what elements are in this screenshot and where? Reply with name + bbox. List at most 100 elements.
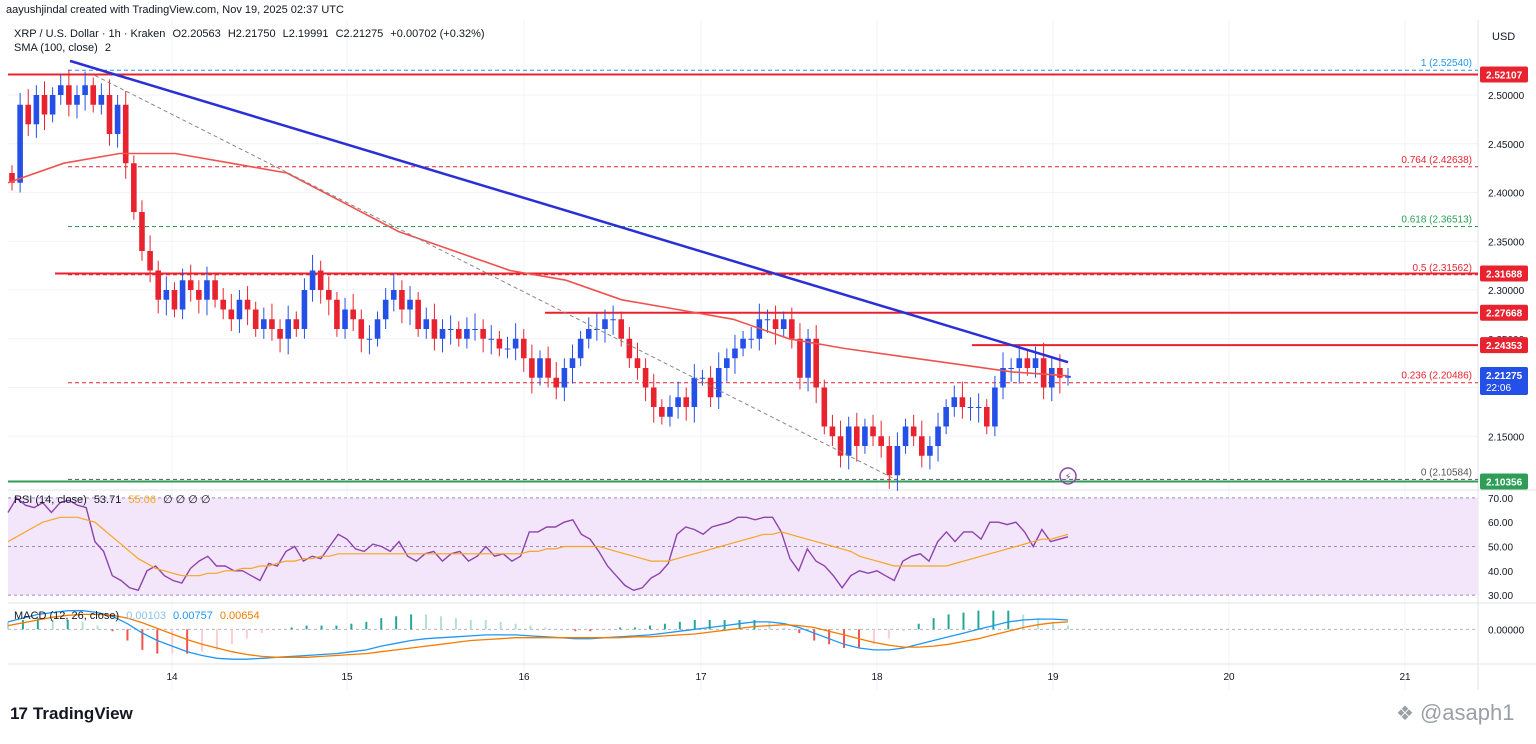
fib-level-label: 1 (2.52540) xyxy=(1421,58,1472,69)
candle-body xyxy=(9,173,15,183)
candle-body xyxy=(797,338,803,378)
candle xyxy=(366,325,373,355)
candle xyxy=(187,264,194,302)
candle-body xyxy=(512,338,519,349)
candle xyxy=(789,307,795,349)
candle xyxy=(626,327,633,368)
candle-body xyxy=(740,338,746,349)
candle xyxy=(131,155,137,220)
currency-label: USD xyxy=(1492,31,1515,43)
current-price-label: 2.21275 xyxy=(1486,371,1523,382)
ohlc-high: H2.21750 xyxy=(227,28,276,40)
candle-body xyxy=(975,407,982,408)
candle xyxy=(41,81,48,131)
candle-body xyxy=(407,299,413,310)
price-tick-label: 2.15000 xyxy=(1488,432,1525,443)
candle-body xyxy=(659,407,665,417)
rsi-label: RSI (14, close) xyxy=(14,494,87,506)
candle-body xyxy=(399,290,405,310)
trendlines: ⚡ xyxy=(69,59,1077,485)
candle xyxy=(269,303,275,341)
candle xyxy=(537,350,543,386)
candle xyxy=(9,165,15,191)
time-tick-label: 18 xyxy=(871,672,883,683)
candle-body xyxy=(667,407,673,417)
candle xyxy=(390,274,397,312)
candle-body xyxy=(951,397,958,407)
candle xyxy=(699,369,706,386)
candle xyxy=(520,329,527,372)
candle-body xyxy=(293,319,300,329)
candle-body xyxy=(813,338,819,388)
candle-body xyxy=(520,338,527,359)
candle-body xyxy=(553,377,560,388)
candle xyxy=(464,317,470,349)
candle-body xyxy=(569,358,576,368)
candle xyxy=(342,297,348,339)
macd-legend: MACD (12, 26, close) 0.00103 0.00757 0.0… xyxy=(14,610,264,622)
watermark-text: @asaph1 xyxy=(1419,700,1515,725)
watermark: ❖ @asaph1 xyxy=(1396,700,1514,726)
candle-body xyxy=(715,368,722,398)
candle-body xyxy=(41,95,48,115)
candle-body xyxy=(837,436,844,456)
price-axis[interactable]: USD 2.50000 2.45000 2.40000 2.35000 2.30000 2.… xyxy=(1480,31,1528,490)
alert-bolt-icon xyxy=(1059,467,1077,485)
candle xyxy=(1048,358,1055,402)
candles xyxy=(9,69,1071,491)
fib-level-label: 0 (2.10584) xyxy=(1421,467,1472,478)
candle xyxy=(309,254,316,302)
macd-line xyxy=(7,610,1069,660)
candle-body xyxy=(147,251,153,271)
candle-body xyxy=(423,319,430,329)
candle xyxy=(894,432,901,491)
candle xyxy=(927,436,933,470)
candle xyxy=(326,276,332,316)
candle xyxy=(967,397,974,421)
candle-body xyxy=(805,338,811,378)
candle-body xyxy=(862,426,868,446)
sma-100-line xyxy=(7,152,1069,377)
candle-body xyxy=(561,368,568,388)
candle-body xyxy=(326,290,332,300)
candle xyxy=(66,69,72,117)
candle xyxy=(415,291,421,337)
time-axis[interactable]: 14 15 16 17 18 19 20 21 xyxy=(166,672,1411,683)
current-price-tag xyxy=(1480,367,1528,396)
price-tag-label: 2.10356 xyxy=(1486,477,1523,488)
candle xyxy=(358,309,365,353)
candle xyxy=(1000,352,1006,400)
candle-body xyxy=(943,407,949,427)
candle xyxy=(277,319,283,353)
macd-pane: 0.00000 xyxy=(7,610,1525,660)
candle-body xyxy=(455,329,462,339)
candle xyxy=(878,420,884,458)
tradingview-logo[interactable]: 17 TradingView xyxy=(10,704,133,724)
candle xyxy=(553,362,560,400)
candle-body xyxy=(894,446,901,476)
sma-label: SMA (100, close) xyxy=(14,42,98,54)
brand-name: TradingView xyxy=(32,704,133,723)
candle-body xyxy=(1016,358,1023,368)
candle-body xyxy=(98,95,105,105)
fib-trend-dashed-line xyxy=(94,75,896,480)
candle xyxy=(488,325,495,355)
macd-value: 0.00757 xyxy=(173,610,213,622)
candle xyxy=(122,91,129,179)
candle xyxy=(935,412,941,462)
candle xyxy=(910,414,917,446)
candle-body xyxy=(204,280,210,300)
candle xyxy=(179,268,186,320)
candle xyxy=(1040,342,1047,400)
candle xyxy=(374,311,381,347)
candle-body xyxy=(967,407,974,408)
candle-body xyxy=(236,299,243,320)
candle-body xyxy=(577,338,584,359)
time-tick-label: 16 xyxy=(518,672,530,683)
candle-body xyxy=(626,338,633,359)
rsi-ma-value: 55.06 xyxy=(128,494,156,506)
candle xyxy=(959,381,966,419)
candle-body xyxy=(228,309,235,320)
candle-body xyxy=(447,329,454,330)
